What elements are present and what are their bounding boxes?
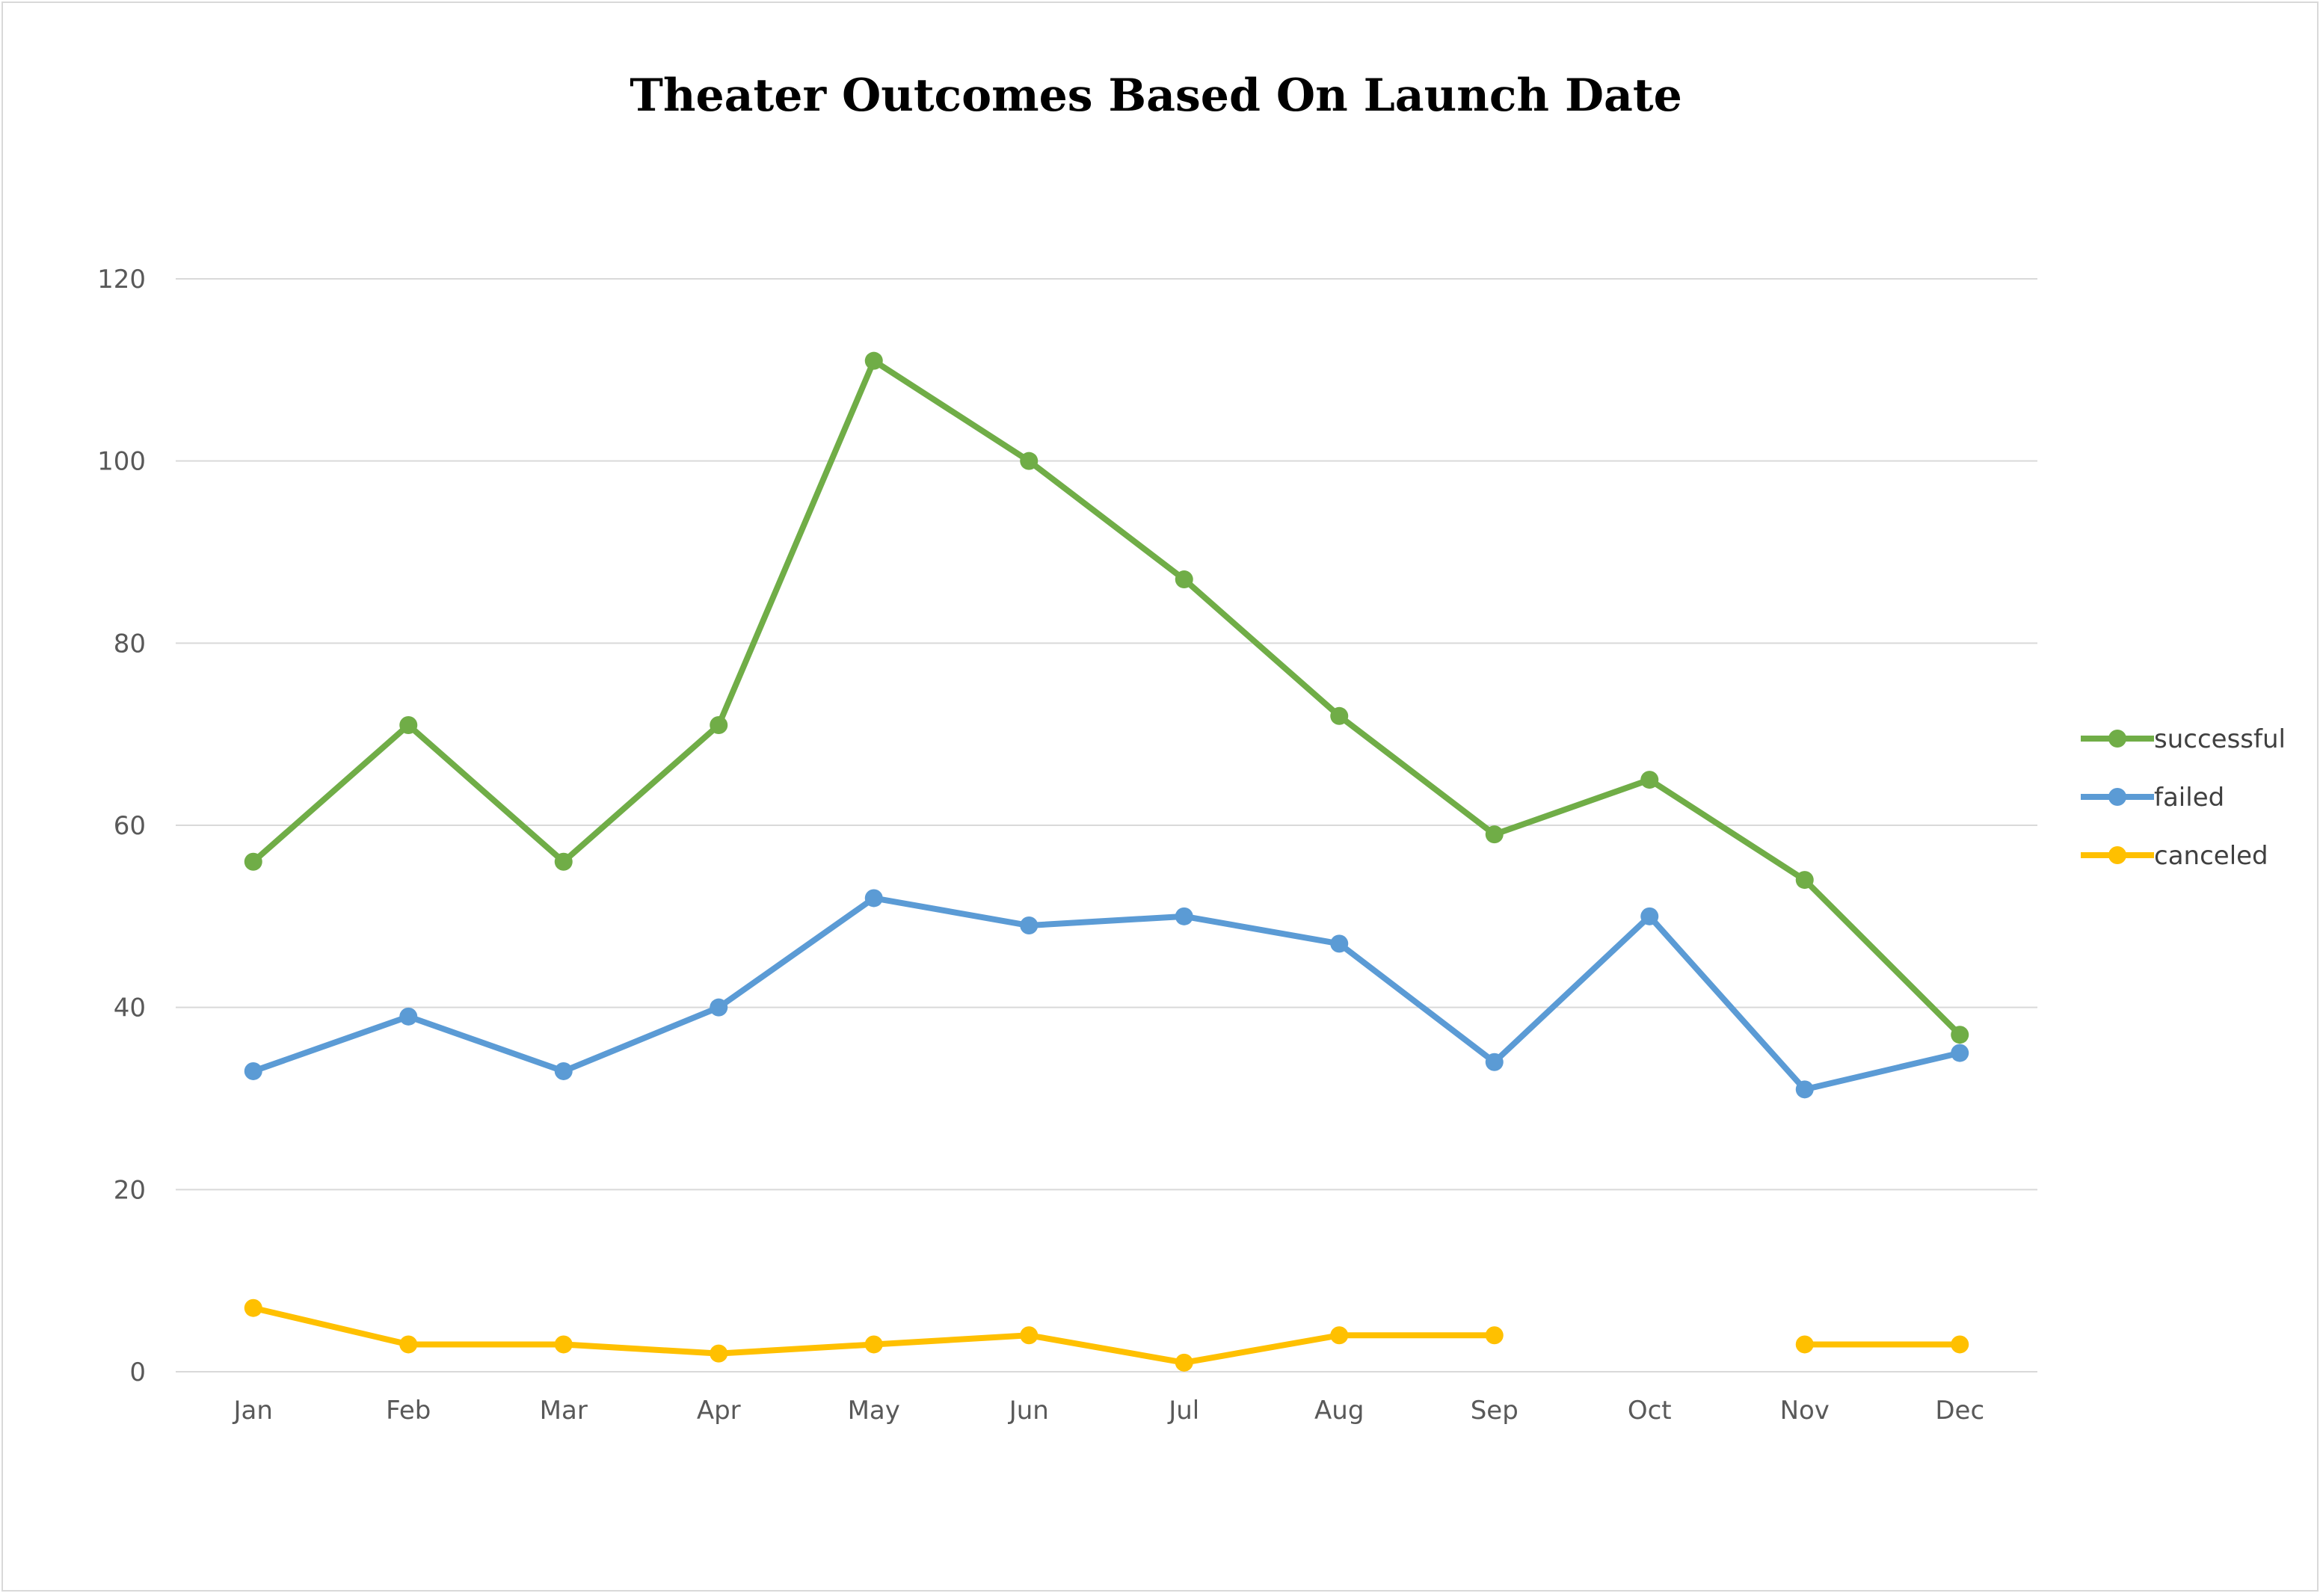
data-point [1020,1326,1039,1345]
data-point [1795,1080,1814,1099]
y-tick-label: 0 [129,1358,146,1387]
y-axis-ticks: 0 20 40 60 80 100 120 [97,265,146,1387]
data-point [710,1344,728,1363]
legend-item: failed [2081,783,2224,813]
data-point [1485,825,1504,844]
data-point [864,351,883,370]
data-point [1951,1026,1969,1044]
data-point [864,889,883,908]
series-failed [244,889,1969,1099]
x-tick-label: Apr [697,1396,741,1426]
data-point [399,715,418,734]
data-point [1175,907,1193,925]
data-point [1485,1053,1504,1071]
legend-label: failed [2154,783,2224,813]
legend-swatch-marker [2108,788,2126,806]
x-tick-label: Jun [1008,1396,1049,1426]
y-tick-label: 80 [114,629,146,659]
data-point [864,1335,883,1354]
legend-item: successful [2081,724,2286,754]
x-tick-label: Sep [1471,1396,1519,1426]
data-point [554,1062,573,1080]
legend-swatch-marker [2108,846,2126,864]
data-point [244,1062,262,1080]
data-point [1020,452,1039,470]
series-line [250,1304,1498,1366]
data-point [1795,1335,1814,1354]
data-point [1640,771,1659,789]
data-point [1020,916,1039,935]
data-point [244,1298,262,1317]
legend-label: successful [2154,724,2286,754]
data-point [399,1007,418,1026]
data-point [554,1335,573,1354]
x-axis-ticks: Jan Feb Mar Apr May Jun Jul Aug Sep Oct Nov Dec [233,1396,1985,1426]
legend-item: canceled [2081,841,2268,871]
data-point [1330,1326,1349,1345]
gridlines [176,278,2037,1372]
data-point [399,1335,418,1354]
x-tick-label: Dec [1935,1396,1984,1426]
data-point [710,715,728,734]
data-point [1175,1353,1193,1372]
data-point [1485,1326,1504,1345]
chart-title: Theater Outcomes Based On Launch Date [630,70,1682,122]
data-point [554,852,573,871]
data-point [1951,1044,1969,1062]
data-point [1795,871,1814,890]
x-tick-label: Aug [1314,1396,1364,1426]
x-tick-label: Mar [540,1396,588,1426]
y-tick-label: 60 [114,811,146,841]
x-tick-label: May [848,1396,900,1426]
data-point [1330,706,1349,725]
legend-swatch-marker [2108,730,2126,748]
data-point [1175,570,1193,589]
series-canceled [244,1298,1969,1372]
legend: successful failed canceled [2081,724,2286,871]
y-tick-label: 120 [97,265,146,295]
series-successful [244,351,1969,1044]
data-point [710,998,728,1017]
x-tick-label: Jul [1167,1396,1199,1426]
series-line [250,895,1963,1093]
x-tick-label: Oct [1628,1396,1672,1426]
y-tick-label: 40 [114,993,146,1023]
x-tick-label: Nov [1780,1396,1830,1426]
x-tick-label: Jan [233,1396,273,1426]
data-point [1330,934,1349,953]
y-tick-label: 20 [114,1175,146,1205]
data-point [1951,1335,1969,1354]
series-lines [244,351,1969,1372]
legend-label: canceled [2154,841,2268,871]
data-point [244,852,262,871]
x-tick-label: Feb [386,1396,431,1426]
y-tick-label: 100 [97,447,146,477]
series-line [250,357,1963,1038]
data-point [1640,907,1659,925]
